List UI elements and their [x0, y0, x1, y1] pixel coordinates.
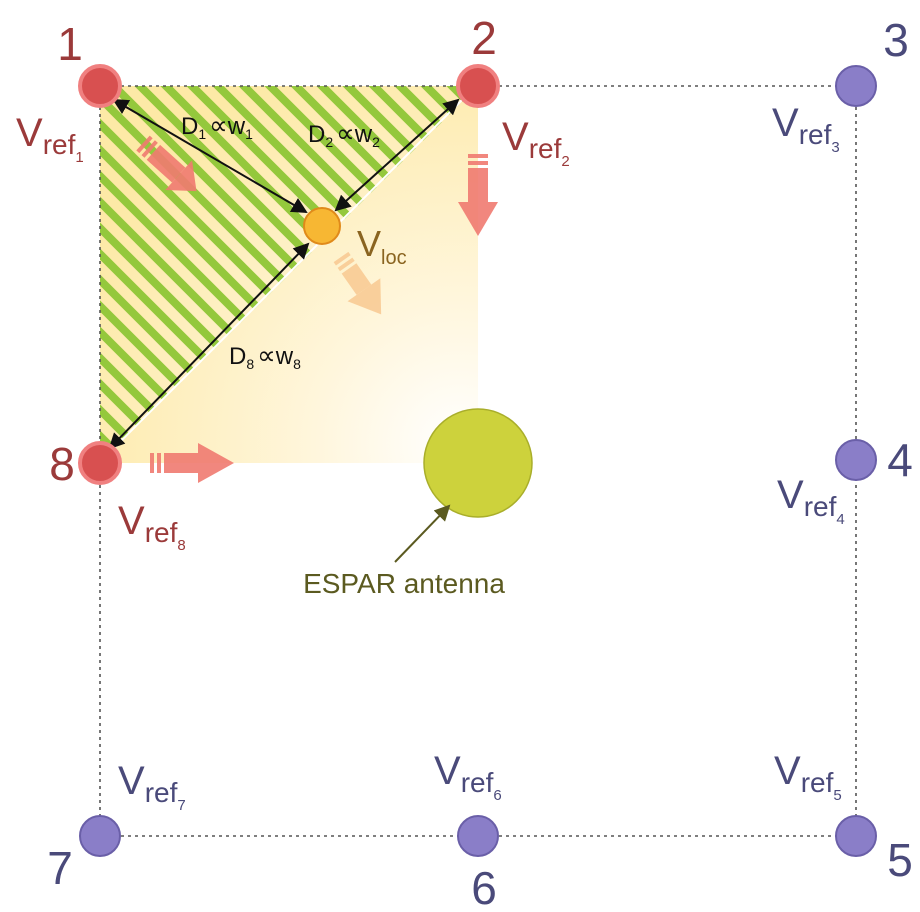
espar-antenna	[423, 408, 533, 518]
stripe	[0, 40, 60, 500]
node-label-4: Vref4	[777, 473, 845, 528]
node-number-1: 1	[57, 18, 83, 70]
node-8	[78, 441, 122, 485]
stripe	[744, 40, 920, 500]
stripe	[100, 86, 115, 463]
stripe	[874, 40, 920, 500]
node-number-2: 2	[471, 12, 497, 64]
node-label-3: Vref3	[772, 101, 840, 156]
antenna-label: ESPAR antenna	[303, 568, 505, 599]
arrow-from-8	[150, 443, 234, 483]
arrow-from-loc	[333, 251, 382, 315]
stripe	[692, 40, 920, 500]
stripe	[536, 40, 920, 500]
distance-arrow-8	[108, 242, 310, 450]
stripe	[510, 40, 920, 500]
arrow-from-1	[136, 135, 197, 192]
node-1	[78, 64, 122, 108]
stripe	[796, 40, 920, 500]
distance-arrows	[108, 98, 460, 450]
stripe	[614, 40, 920, 500]
node-5	[835, 815, 877, 857]
loc-label: Vloc	[357, 223, 407, 269]
node-number-8: 8	[49, 438, 75, 490]
stripe	[455, 86, 478, 463]
node-number-6: 6	[471, 862, 497, 912]
distance-label-8: D8 ∝w8	[229, 340, 301, 372]
stripe	[247, 86, 478, 463]
node-number-3: 3	[883, 14, 909, 66]
node-label-8: Vref8	[118, 499, 186, 554]
node-3	[835, 65, 877, 107]
stripe	[562, 40, 920, 500]
stripe	[484, 40, 920, 500]
arrow-from-2	[458, 154, 498, 236]
node-6	[457, 815, 499, 857]
movement-arrows	[136, 135, 498, 483]
node-label-2: Vref2	[502, 115, 570, 170]
node-label-1: Vref1	[16, 111, 84, 166]
stripe	[0, 40, 86, 500]
node-2	[456, 64, 500, 108]
node-7	[79, 815, 121, 857]
stripe	[848, 40, 920, 500]
node-number-5: 5	[887, 834, 913, 886]
antenna-pointer	[394, 504, 451, 563]
node-label-5: Vref5	[774, 749, 842, 804]
loc-node	[303, 207, 341, 245]
distance-arrow-1	[112, 98, 308, 214]
distance-arrow-2	[334, 98, 460, 212]
node-number-7: 7	[47, 842, 73, 894]
reference-nodes: 1 Vref1 2 Vref2 3 Vref3 4 Vref4 5 Vref5 …	[16, 12, 913, 912]
distance-label-2: D2 ∝w2	[308, 118, 380, 150]
stripe	[822, 40, 920, 500]
node-number-4: 4	[887, 434, 913, 486]
distance-label-1: D1 ∝w1	[181, 110, 253, 142]
node-4	[835, 439, 877, 481]
stripe	[718, 40, 920, 500]
stripe	[588, 40, 920, 500]
node-label-6: Vref6	[434, 749, 502, 804]
node-label-7: Vref7	[118, 759, 186, 814]
